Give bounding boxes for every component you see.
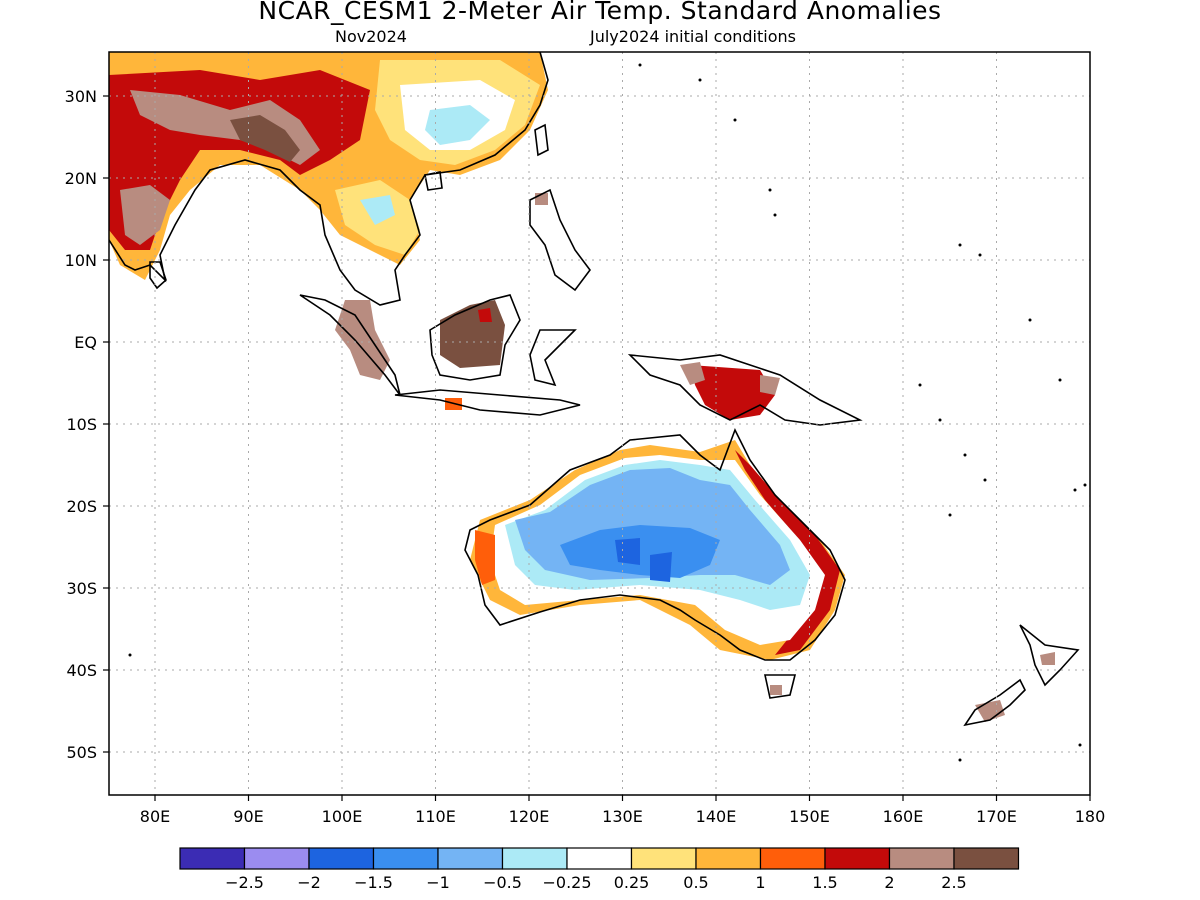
tasmania-extreme bbox=[770, 685, 782, 695]
colorbar-tick-label: −0.5 bbox=[483, 873, 522, 892]
australia-coastline bbox=[464, 428, 846, 661]
colorbar-swatch bbox=[695, 847, 762, 870]
latitude-labels: 30N 20N 10N EQ 10S 20S 30S 40S 50S bbox=[65, 87, 97, 762]
nz-south-coastline bbox=[963, 678, 1026, 727]
australia-deep-cool bbox=[615, 538, 672, 582]
borneo-coastline bbox=[429, 294, 521, 381]
lon-label: 90E bbox=[233, 807, 263, 826]
colorbar-swatch bbox=[824, 847, 891, 870]
colorbar-tick-label: 2 bbox=[884, 873, 894, 892]
lon-label: 120E bbox=[509, 807, 550, 826]
nz-north-coastline bbox=[1019, 624, 1080, 687]
colorbar-tick-label: −1.5 bbox=[354, 873, 393, 892]
philippines-coastline bbox=[529, 188, 591, 292]
asia-coastline bbox=[109, 52, 549, 306]
axis-ticks bbox=[103, 95, 1091, 801]
taiwan-coastline bbox=[534, 123, 549, 157]
colorbar-swatch bbox=[372, 847, 439, 870]
colorbar-tick-label: 1 bbox=[755, 873, 765, 892]
colorbar-swatch bbox=[308, 847, 375, 870]
indochina-cool bbox=[360, 195, 395, 225]
australia-west-warm bbox=[475, 530, 495, 585]
lat-label: 20N bbox=[65, 169, 97, 188]
colorbar-swatch bbox=[179, 847, 246, 870]
forecast-month: Nov2024 bbox=[335, 27, 407, 46]
pacific-islands bbox=[128, 63, 1087, 762]
tibet-extreme-region bbox=[230, 115, 300, 162]
lon-label: 180 bbox=[1075, 807, 1106, 826]
lat-label: 30N bbox=[65, 87, 97, 106]
lat-label: 10N bbox=[65, 251, 97, 270]
colorbar-tick-label: 1.5 bbox=[812, 873, 837, 892]
colorbar-tick-label: 0.25 bbox=[614, 873, 650, 892]
sulawesi-coastline bbox=[529, 329, 577, 387]
china-cool-spot bbox=[425, 105, 490, 145]
colorbar-tick-label: −2.5 bbox=[225, 873, 264, 892]
colorbar-swatch bbox=[243, 847, 310, 870]
colorbar-tick-label: −2 bbox=[297, 873, 321, 892]
lon-label: 140E bbox=[696, 807, 737, 826]
lat-label: 10S bbox=[66, 415, 97, 434]
colorbar-labels: −2.5 −2 −1.5 −1 −0.5 −0.25 0.25 0.5 1 1.5 2 2.5 bbox=[225, 873, 967, 892]
lat-label: 50S bbox=[66, 743, 97, 762]
colorbar-tick-label: −0.25 bbox=[542, 873, 591, 892]
nz-extreme bbox=[975, 652, 1055, 722]
colorbar-tick-label: 2.5 bbox=[941, 873, 966, 892]
plot-frame bbox=[108, 51, 1091, 796]
lat-label: EQ bbox=[74, 333, 97, 352]
longitude-labels: 80E 90E 100E 110E 120E 130E 140E 150E 160E 170E 18… bbox=[140, 807, 1106, 826]
java-coastline bbox=[394, 389, 581, 416]
lat-label: 40S bbox=[66, 661, 97, 680]
lon-label: 110E bbox=[415, 807, 456, 826]
coastlines bbox=[109, 52, 1080, 727]
lon-label: 130E bbox=[602, 807, 643, 826]
anomaly-shading bbox=[109, 52, 1055, 722]
lon-label: 100E bbox=[322, 807, 363, 826]
new-guinea-extreme bbox=[680, 362, 780, 395]
initial-conditions: July2024 initial conditions bbox=[590, 27, 796, 46]
borneo-hot bbox=[478, 308, 492, 322]
colorbar-swatch bbox=[953, 847, 1020, 870]
colorbar-swatch bbox=[888, 847, 955, 870]
colorbar-swatch bbox=[630, 847, 697, 870]
lon-label: 150E bbox=[789, 807, 830, 826]
india-extreme-region bbox=[120, 185, 170, 245]
tasmania-coastline bbox=[764, 674, 797, 699]
lon-label: 170E bbox=[976, 807, 1017, 826]
colorbar bbox=[179, 847, 1020, 870]
colorbar-tick-label: 0.5 bbox=[683, 873, 708, 892]
colorbar-tick-label: −1 bbox=[426, 873, 450, 892]
colorbar-swatch bbox=[566, 847, 633, 870]
lon-label: 160E bbox=[883, 807, 924, 826]
lat-label: 30S bbox=[66, 579, 97, 598]
sumatra-coastline bbox=[299, 294, 401, 396]
sumatra-extreme bbox=[335, 300, 390, 380]
lat-label: 20S bbox=[66, 497, 97, 516]
map-title: NCAR_CESM1 2-Meter Air Temp. Standard An… bbox=[258, 0, 942, 25]
colorbar-swatch bbox=[759, 847, 826, 870]
colorbar-swatch bbox=[501, 847, 568, 870]
sri-lanka-coastline bbox=[149, 261, 167, 290]
lon-label: 80E bbox=[140, 807, 170, 826]
new-guinea-coastline bbox=[627, 353, 863, 426]
gridlines bbox=[109, 52, 1090, 795]
colorbar-swatch bbox=[437, 847, 504, 870]
new-guinea-hot bbox=[690, 365, 775, 420]
